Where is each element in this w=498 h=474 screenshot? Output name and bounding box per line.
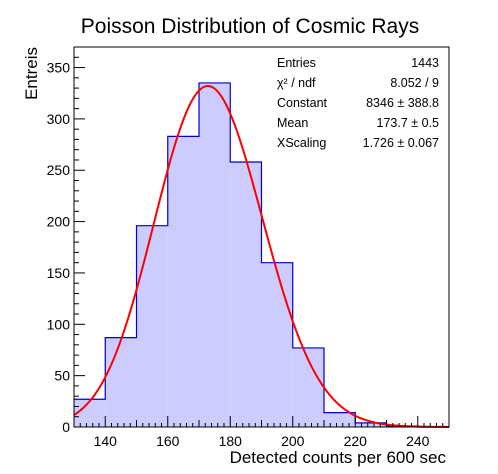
y-tick-label: 200 [47,214,71,230]
histogram-bar-5 [199,82,231,427]
histogram-bar-7 [261,262,293,427]
y-tick-label: 50 [54,368,70,384]
stats-label: Constant [277,96,328,110]
stats-box: Entries 1443 χ² / ndf 8.052 / 9 Constant 8346… [277,56,439,150]
histogram-bar-2 [105,337,137,427]
y-tick-label: 150 [47,265,71,281]
x-tick-label: 220 [344,433,368,449]
histogram-bar-3 [136,225,168,427]
stats-label: χ² / ndf [277,76,316,90]
stats-value: 1.726 ± 0.067 [363,136,439,150]
x-tick-label: 160 [156,433,180,449]
y-tick-label: 250 [47,162,71,178]
y-axis: 0 50 100 150 200 250 300 350 [47,46,85,435]
histogram-bar-6 [230,162,262,427]
histogram-bar-9 [324,412,356,427]
y-axis-label: Entreis [22,47,41,100]
stats-label: Mean [277,116,308,130]
plot-area [73,46,450,428]
y-tick-label: 0 [62,419,70,435]
histogram-bar-4 [167,136,199,427]
histogram-bar-1 [74,399,106,427]
stats-value: 173.7 ± 0.5 [377,116,440,130]
x-axis: 140 160 180 200 220 240 [73,416,450,449]
y-tick-label: 350 [47,60,71,76]
stats-value: 8346 ± 388.8 [366,96,439,110]
histogram-bar-10 [355,422,387,427]
x-tick-label: 240 [406,433,430,449]
stats-value: 8.052 / 9 [390,76,439,90]
x-tick-label: 200 [281,433,305,449]
x-axis-label: Detected counts per 600 sec [230,448,447,467]
histogram-bars [74,82,418,427]
stats-label: Entries [277,56,316,70]
stats-value: 1443 [411,56,439,70]
y-tick-label: 300 [47,111,71,127]
chart-title: Poisson Distribution of Cosmic Rays [81,15,419,38]
stats-label: XScaling [277,136,326,150]
y-tick-label: 100 [47,316,71,332]
x-tick-label: 140 [94,433,118,449]
x-tick-label: 180 [219,433,243,449]
